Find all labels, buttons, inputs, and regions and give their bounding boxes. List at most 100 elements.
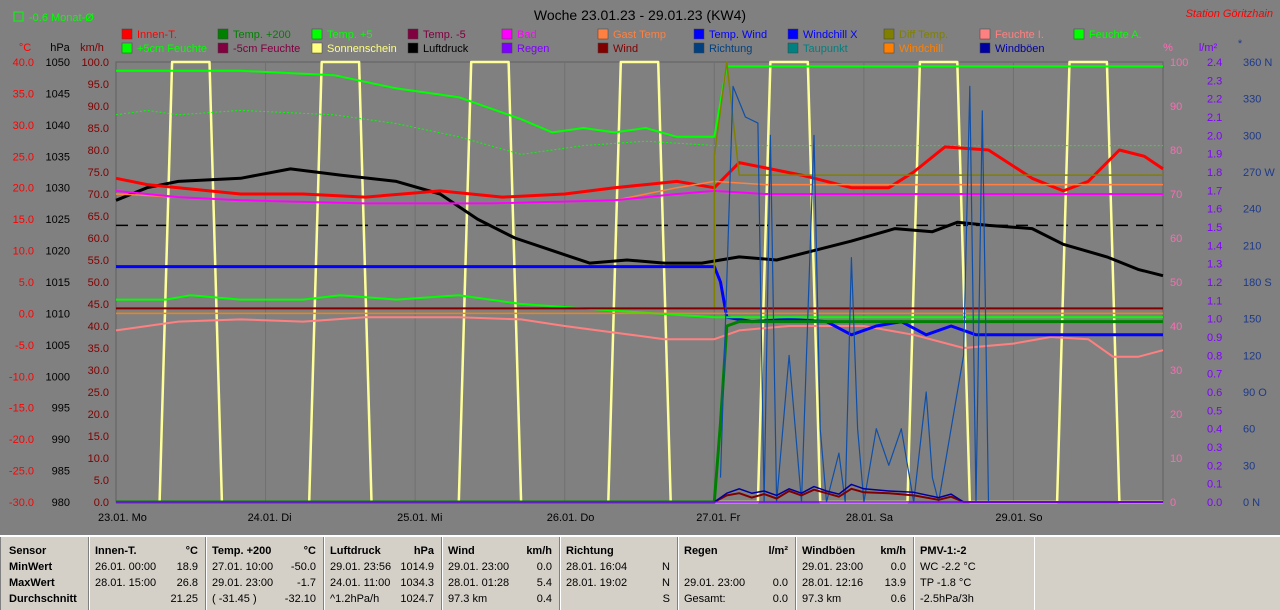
- rain-tick-label: 2.0: [1207, 130, 1222, 142]
- rain-tick-label: 1.1: [1207, 295, 1222, 307]
- humidity-tick-label: 70: [1170, 189, 1182, 201]
- humidity-tick-label: 80: [1170, 145, 1182, 157]
- legend-swatch: [883, 28, 895, 40]
- rain-axis-header: l/m²: [1199, 42, 1218, 54]
- direction-tick-label: 360 N: [1243, 57, 1272, 69]
- direction-tick-label: 150: [1243, 314, 1261, 326]
- legend-item[interactable]: Luftdruck: [407, 42, 469, 55]
- stats-column-name: Innen-T.: [95, 545, 137, 557]
- checkbox-icon[interactable]: [13, 11, 24, 22]
- legend-label: Temp. +200: [233, 29, 291, 41]
- legend-swatch: [979, 42, 991, 54]
- chart-title: Woche 23.01.23 - 29.01.23 (KW4): [534, 7, 746, 23]
- legend-swatch: [217, 42, 229, 54]
- series-temp-wind: [116, 265, 1163, 337]
- rain-tick-label: 1.6: [1207, 204, 1222, 216]
- legend-label: +5cm Feuchte: [137, 43, 207, 55]
- wind-tick-label: 45.0: [88, 299, 109, 311]
- legend-swatch: [1073, 28, 1085, 40]
- stats-column-name: PMV-1:-2: [920, 545, 967, 557]
- legend-item[interactable]: Innen-T.: [121, 28, 177, 41]
- stats-column-unit: hPa: [413, 545, 434, 557]
- pressure-tick-label: 1025: [46, 214, 70, 226]
- legend-item[interactable]: Bad: [501, 28, 537, 41]
- temp-tick-label: -15.0: [9, 403, 34, 415]
- legend-item[interactable]: Windböen: [979, 42, 1045, 55]
- legend-item[interactable]: Feuchte I.: [979, 28, 1044, 41]
- legend-swatch: [597, 28, 609, 40]
- legend-item[interactable]: Richtung: [693, 42, 752, 55]
- temp-tick-label: -10.0: [9, 371, 34, 383]
- stats-cell-value: 0.6: [890, 593, 906, 605]
- day-label: 26.01. Do: [547, 512, 595, 524]
- stats-cell-value: 0.0: [536, 561, 552, 573]
- stats-column-name: Windböen: [802, 545, 856, 557]
- stats-cell-value: 1014.9: [400, 561, 434, 573]
- legend-item[interactable]: Windchill: [883, 42, 943, 55]
- legend-label: Regen: [517, 43, 549, 55]
- temp-tick-label: 5.0: [19, 277, 34, 289]
- pressure-tick-label: 1010: [46, 308, 70, 320]
- temp-tick-label: -20.0: [9, 434, 34, 446]
- series-wind: [713, 487, 1163, 503]
- day-label: 27.01. Fr: [696, 512, 740, 524]
- stats-cell-value: -50.0: [290, 561, 316, 573]
- rain-tick-label: 2.3: [1207, 75, 1222, 87]
- weather-chart: 40.0 35.0 30.0 25.0 20.0 15.0 10.0 5.0 0.0 -5.0 -1…: [8, 7, 1276, 524]
- legend-item[interactable]: Temp. Wind: [693, 28, 767, 41]
- legend-item[interactable]: -5cm Feuchte: [217, 42, 300, 55]
- stats-column: Temp. +200 °C 27.01. 10:00 -50.0 29.01. 23:0…: [205, 537, 325, 610]
- stats-cell-time: ( -31.45 ): [212, 593, 257, 605]
- stats-column: Windböen km/h 29.01. 23:00 0.0 28.01. 12:16 1…: [795, 537, 915, 610]
- legend-item[interactable]: Sonnenschein: [311, 42, 397, 55]
- stats-cell-value: -1.7: [297, 577, 316, 589]
- pressure-tick-label: 980: [52, 497, 70, 509]
- stats-label-sensor: Sensor: [9, 545, 47, 557]
- monthly-indicator[interactable]: -0.6 Monat-Ø: [13, 11, 94, 24]
- series-windb-en: [713, 483, 1163, 503]
- legend-item[interactable]: Windchill X: [787, 28, 858, 41]
- direction-tick-label: 60: [1243, 424, 1255, 436]
- stats-column: Wind km/h 29.01. 23:00 0.0 28.01. 01:28 5.4 97…: [441, 537, 561, 610]
- legend-label: Luftdruck: [423, 43, 469, 55]
- stats-cell-time: 28.01. 01:28: [448, 577, 510, 589]
- stats-label-max: MaxWert: [9, 577, 55, 589]
- legend-item[interactable]: Diff Temp.: [883, 28, 948, 41]
- legend-item[interactable]: +5cm Feuchte: [121, 42, 207, 55]
- legend-item[interactable]: Regen: [501, 42, 549, 55]
- series-bad: [115, 189, 1163, 205]
- legend-item[interactable]: Wind: [597, 42, 638, 55]
- stats-label-avg: Durchschnitt: [9, 593, 77, 605]
- wind-tick-label: 55.0: [88, 255, 109, 267]
- legend-label: Diff Temp.: [899, 29, 948, 41]
- wind-tick-label: 95.0: [88, 79, 109, 91]
- legend-item[interactable]: Temp. +5: [311, 28, 373, 41]
- rain-tick-label: 0.8: [1207, 350, 1222, 362]
- temp-tick-label: 40.0: [13, 57, 34, 69]
- legend-item[interactable]: Temp. -5: [407, 28, 466, 41]
- stats-cell-time: WC -2.2 °C: [920, 561, 976, 573]
- series-innen-t-: [115, 145, 1164, 199]
- series-diff-temp-: [713, 61, 1163, 308]
- legend-swatch: [311, 42, 323, 54]
- temp-tick-label: 30.0: [13, 120, 34, 132]
- legend-item[interactable]: Temp. +200: [217, 28, 291, 41]
- day-label: 23.01. Mo: [98, 512, 147, 524]
- direction-tick-label: 120: [1243, 350, 1261, 362]
- legend-item[interactable]: Feuchte A.: [1073, 28, 1142, 41]
- rain-tick-label: 0.9: [1207, 332, 1222, 344]
- stats-cell-time: 28.01. 19:02: [566, 577, 628, 589]
- legend-item[interactable]: Gast Temp: [597, 28, 666, 41]
- stats-cell-value: 26.8: [176, 577, 198, 589]
- radiation-axis-header: *: [1238, 38, 1243, 50]
- humidity-tick-label: 60: [1170, 233, 1182, 245]
- direction-tick-label: 270 W: [1243, 167, 1275, 179]
- legend-item[interactable]: Taupunkt: [787, 42, 848, 55]
- stats-column-name: Regen: [684, 545, 718, 557]
- temp-axis-header: °C: [19, 42, 31, 54]
- series--5cm-feuchte: [115, 109, 1163, 155]
- wind-tick-label: 25.0: [88, 387, 109, 399]
- day-label: 25.01. Mi: [397, 512, 442, 524]
- wind-tick-label: 100.0: [81, 57, 109, 69]
- stats-cell-value: 0.0: [772, 593, 788, 605]
